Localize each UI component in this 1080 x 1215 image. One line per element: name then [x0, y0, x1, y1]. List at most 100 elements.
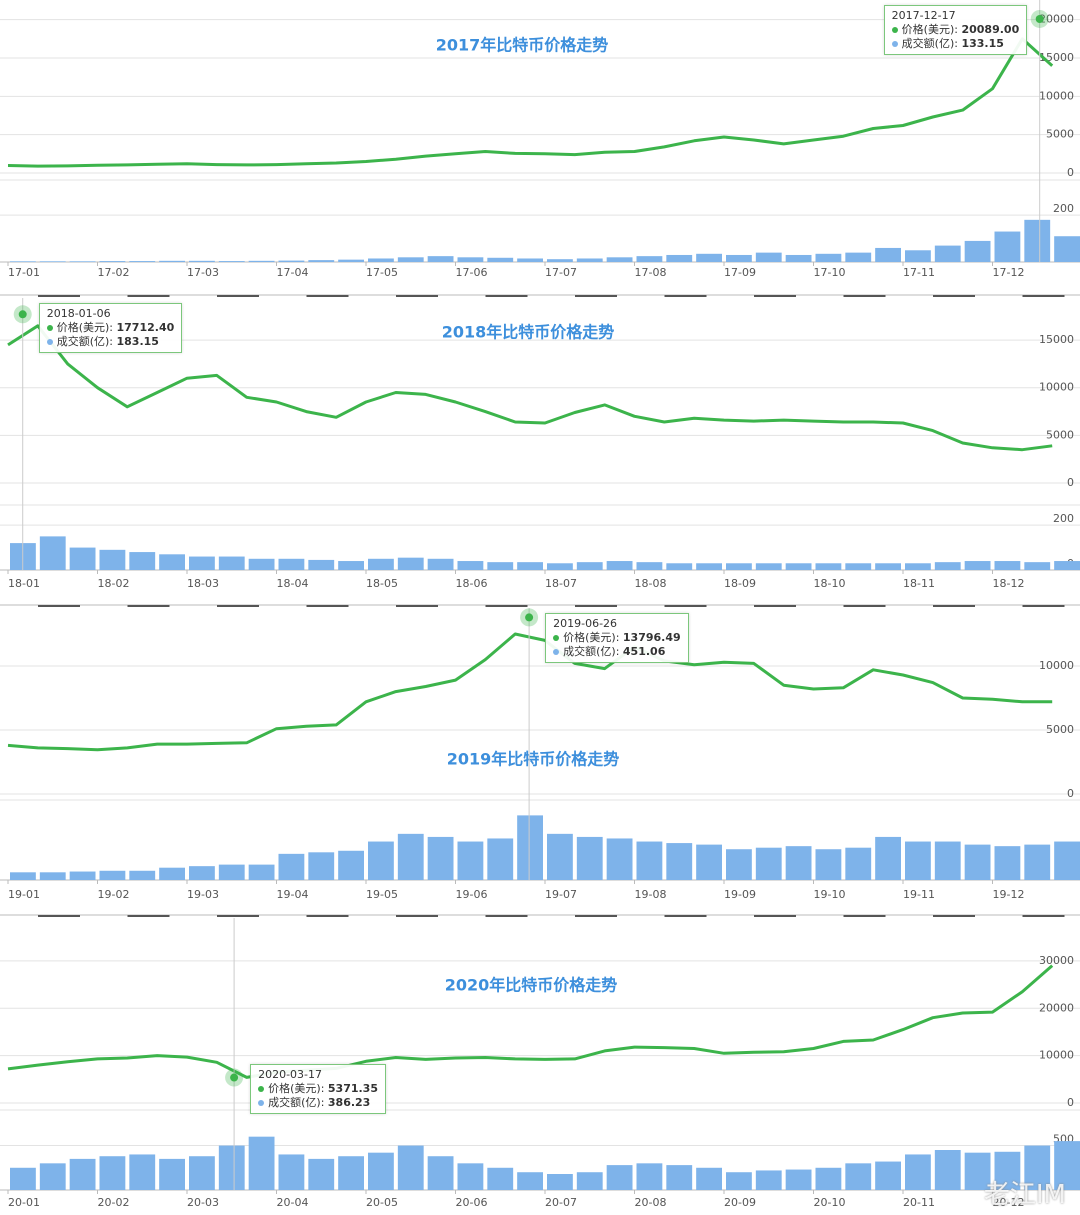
tooltip-value: 133.15 — [961, 37, 1004, 50]
volume-bar — [666, 254, 693, 262]
y-tick-label: 5000 — [1046, 428, 1074, 441]
volume-bar — [189, 556, 215, 570]
x-tick-label: 19-07 — [545, 888, 577, 901]
x-tick-label: 17-10 — [814, 266, 846, 279]
tooltip-value: 5371.35 — [327, 1081, 378, 1095]
volume-bar — [457, 1163, 484, 1190]
highlight-point — [1035, 14, 1044, 23]
volume-bar — [964, 561, 991, 570]
highlight-point — [18, 310, 27, 319]
volume-bar — [636, 1163, 663, 1190]
volume-bar — [547, 833, 573, 880]
x-tick-label: 20-04 — [277, 1196, 309, 1209]
chart-title: 2019年比特币价格走势 — [447, 750, 620, 769]
volume-bar — [159, 554, 185, 570]
volume-bar — [218, 864, 245, 880]
volume-bar — [666, 1165, 693, 1190]
x-tick-label: 18-05 — [366, 577, 398, 590]
x-tick-label: 18-10 — [814, 577, 846, 590]
tooltip-name: 成交额(亿) — [563, 645, 623, 658]
volume-bar — [397, 257, 424, 262]
volume-bar — [666, 563, 693, 570]
x-tick-label: 18-08 — [635, 577, 667, 590]
volume-bar — [248, 260, 275, 262]
volume-bar — [606, 1165, 633, 1190]
x-tick-label: 17-07 — [545, 266, 577, 279]
volume-bar — [845, 847, 872, 880]
volume-bar — [1054, 236, 1080, 262]
tooltip-dot — [553, 635, 560, 641]
y-tick-label: 20000 — [1039, 1001, 1074, 1014]
x-tick-label: 19-10 — [814, 888, 846, 901]
volume-bar — [875, 836, 901, 880]
volume-bar — [964, 844, 991, 880]
volume-bar — [875, 247, 901, 262]
volume-bar — [487, 257, 514, 262]
y-tick-label: 0 — [1067, 1096, 1074, 1109]
volume-bar — [308, 852, 335, 880]
volume-bar — [576, 836, 603, 880]
tooltip-value: 386.23 — [327, 1095, 371, 1109]
volume-bar — [338, 850, 364, 880]
x-tick-label: 19-01 — [8, 888, 40, 901]
price-line — [7, 37, 1054, 168]
x-tick-label: 19-02 — [98, 888, 130, 901]
tooltip-row: 成交额(亿)133.15 — [891, 37, 1020, 51]
volume-bar — [1054, 841, 1080, 880]
x-tick-label: 17-12 — [993, 266, 1025, 279]
x-tick-label: 20-12 — [993, 1196, 1025, 1209]
volume-bar — [905, 841, 931, 880]
x-tick-label: 19-11 — [903, 888, 935, 901]
x-tick-label: 17-01 — [8, 266, 40, 279]
volume-bar — [517, 258, 543, 262]
volume-bar — [39, 872, 66, 880]
tooltip-dot — [46, 339, 53, 345]
volume-bar — [129, 261, 156, 262]
volume-bar — [248, 1136, 275, 1190]
volume-bar — [397, 833, 424, 880]
tooltip-name: 价格(美元) — [57, 321, 117, 334]
volume-bar — [278, 853, 305, 880]
volume-bar — [189, 1156, 215, 1190]
volume-bar — [39, 261, 66, 262]
volume-bar — [338, 259, 364, 262]
volume-bar — [99, 549, 126, 570]
volume-bar — [845, 1163, 872, 1190]
tooltip-date: 2017-12-17 — [891, 9, 956, 22]
volume-bar — [308, 1158, 335, 1190]
y-tick-label: 0 — [1067, 166, 1074, 179]
volume-bar — [636, 562, 663, 570]
volume-bar — [487, 838, 514, 880]
volume-bar — [994, 561, 1021, 570]
tooltip-value: 451.06 — [622, 645, 666, 658]
volume-bar — [905, 250, 931, 262]
volume-bar — [726, 849, 752, 880]
volume-bar — [905, 1154, 931, 1190]
volume-bar — [397, 1145, 424, 1190]
volume-bar — [696, 844, 722, 880]
volume-bar — [10, 1167, 36, 1190]
volume-bar — [308, 559, 335, 570]
price-line — [7, 632, 1053, 752]
volume-bar — [785, 254, 812, 262]
volume-bar — [964, 1152, 991, 1190]
y-tick-label: 30000 — [1039, 954, 1074, 967]
x-tick-label: 17-08 — [635, 266, 667, 279]
volume-bar — [457, 257, 484, 262]
x-tick-label: 17-05 — [366, 266, 398, 279]
volume-bar — [368, 558, 394, 570]
tooltip-dot — [891, 41, 898, 47]
volume-bar — [129, 552, 156, 570]
x-tick-label: 19-03 — [187, 888, 219, 901]
volume-bar — [755, 1170, 782, 1190]
volume-bar — [576, 562, 603, 570]
volume-bar — [338, 561, 364, 570]
volume-bar — [815, 849, 842, 880]
volume-bar — [1054, 561, 1080, 570]
x-tick-label: 20-08 — [635, 1196, 667, 1209]
volume-bar — [129, 1154, 156, 1190]
volume-bar — [487, 1167, 514, 1190]
chart-title: 2017年比特币价格走势 — [436, 36, 609, 55]
